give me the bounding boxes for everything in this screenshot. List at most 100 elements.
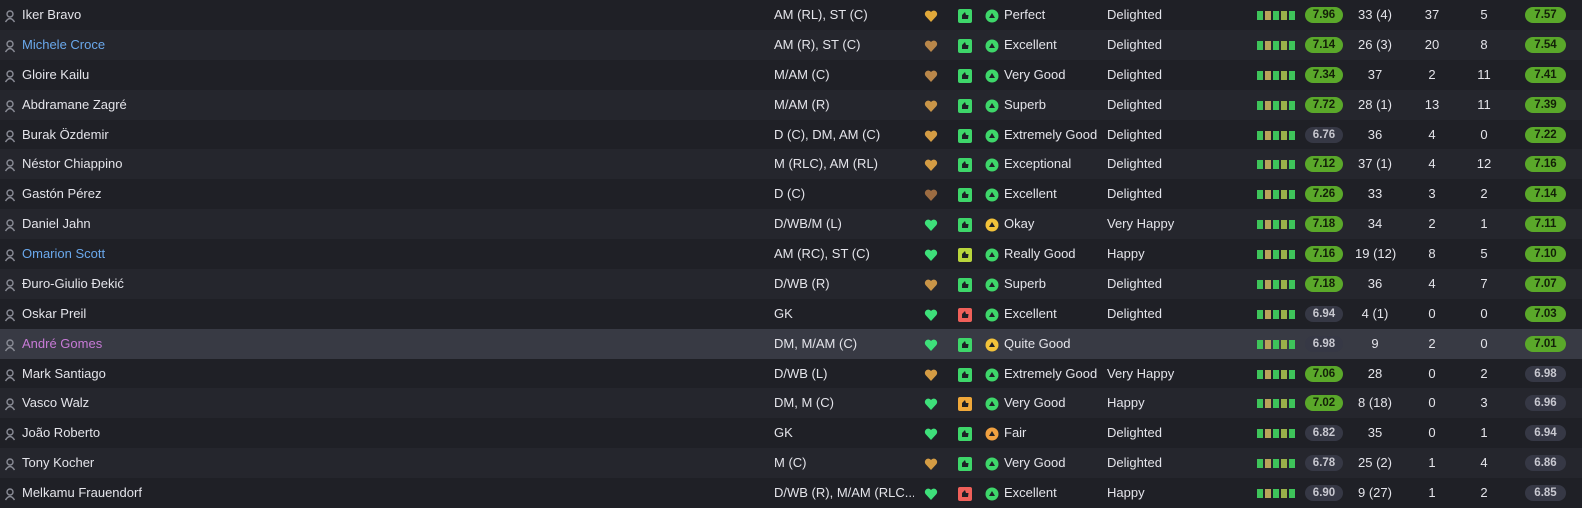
position: M/AM (C)	[774, 66, 830, 82]
assists: 1	[1480, 425, 1488, 441]
position: AM (RL), ST (C)	[774, 7, 868, 22]
form-bar	[1257, 11, 1263, 20]
heart-icon-glyph	[924, 458, 938, 471]
player-row[interactable]: Tony Kocher M (C) Very Good Delighted 6.78 25…	[0, 448, 1582, 479]
player-name[interactable]: André Gomes	[22, 335, 103, 351]
goals: 4	[1428, 126, 1436, 142]
player-name[interactable]: Iker Bravo	[22, 7, 82, 22]
position: D (C)	[774, 186, 806, 202]
form-bar	[1257, 40, 1263, 50]
form-bar	[1265, 11, 1271, 20]
player-row[interactable]: Gastón Pérez D (C) Excellent Delighted 7.26 3…	[0, 179, 1582, 210]
status: Fair	[1004, 425, 1027, 441]
goals: 2	[1428, 216, 1436, 232]
status: Excellent	[1004, 36, 1057, 52]
player-icon-glyph	[4, 368, 16, 381]
assists: 2	[1480, 485, 1488, 501]
average-rating: 6.96	[1525, 395, 1566, 412]
player-name[interactable]: João Roberto	[22, 425, 101, 441]
player-row[interactable]: Omarion Scott AM (RC), ST (C) Really Good H…	[0, 239, 1582, 270]
happiness: Happy	[1107, 395, 1145, 411]
player-row[interactable]: João Roberto GK Fair Delighted 6.82 35 0 1 6.94	[0, 418, 1582, 449]
form-bar	[1273, 250, 1279, 260]
goals: 4	[1428, 156, 1436, 172]
player-name[interactable]: Vasco Walz	[22, 395, 90, 411]
assists: 0	[1480, 335, 1488, 351]
form-bar	[1289, 429, 1295, 439]
player-row[interactable]: Oskar Preil GK Excellent Delighted 6.94 4 (1)…	[0, 298, 1582, 329]
goals: 1	[1428, 485, 1436, 501]
player-row[interactable]: Đuro-Giulio Đekić D/WB (R) Superb Delighted…	[0, 268, 1582, 299]
heart-icon	[924, 397, 938, 411]
player-name[interactable]: Omarion Scott	[22, 246, 106, 262]
form-bar	[1273, 279, 1279, 289]
status-icon-glyph	[985, 427, 999, 441]
form-bar	[1273, 459, 1279, 469]
player-icon	[4, 248, 18, 262]
happiness: Delighted	[1107, 275, 1162, 291]
thumb-icon	[958, 397, 972, 412]
player-icon-glyph	[4, 279, 16, 292]
player-name[interactable]: Néstor Chiappino	[22, 156, 123, 172]
thumb-icon	[958, 427, 972, 442]
player-row[interactable]: Burak Özdemir D (C), DM, AM (C) Extremely …	[0, 119, 1582, 150]
player-row[interactable]: Michele Croce AM (R), ST (C) Excellent Deli…	[0, 29, 1582, 60]
status-icon-glyph	[985, 368, 999, 382]
player-name[interactable]: Đuro-Giulio Đekić	[22, 275, 124, 291]
player-name[interactable]: Gloire Kailu	[22, 66, 90, 82]
assists: 3	[1480, 395, 1488, 411]
player-row[interactable]: Daniel Jahn D/WB/M (L) Okay Very Happy 7.18 3…	[0, 209, 1582, 240]
happiness: Delighted	[1107, 455, 1162, 471]
form-bar	[1289, 11, 1295, 20]
apps: 8 (18)	[1358, 395, 1392, 411]
player-name[interactable]: Oskar Preil	[22, 305, 87, 321]
goals: 37	[1424, 7, 1440, 22]
player-row[interactable]: Abdramane Zagré M/AM (R) Superb Delighted 7.…	[0, 89, 1582, 120]
form-rating: 6.98	[1305, 335, 1343, 352]
apps: 19 (12)	[1355, 246, 1397, 262]
player-name[interactable]: Melkamu Frauendorf	[22, 485, 142, 501]
apps: 4 (1)	[1361, 305, 1389, 321]
status: Excellent	[1004, 305, 1057, 321]
form-rating: 7.12	[1305, 156, 1343, 173]
goals: 1	[1428, 455, 1436, 471]
player-row[interactable]: Iker Bravo AM (RL), ST (C) Perfect Delighte…	[0, 0, 1582, 30]
form-bar	[1289, 489, 1295, 499]
player-icon-glyph	[4, 129, 16, 142]
status-icon	[985, 158, 999, 172]
form-bar	[1265, 369, 1271, 379]
apps: 34	[1367, 216, 1383, 232]
player-row[interactable]: Gloire Kailu M/AM (C) Very Good Delighted 7.…	[0, 59, 1582, 90]
form-bar	[1265, 399, 1271, 409]
player-icon-glyph	[4, 159, 16, 172]
form-bar	[1265, 429, 1271, 439]
average-rating: 7.01	[1525, 335, 1566, 352]
status-icon-glyph	[985, 129, 999, 143]
player-row[interactable]: Melkamu Frauendorf D/WB (R), M/AM (RLC...…	[0, 478, 1582, 508]
player-name[interactable]: Burak Özdemir	[22, 126, 109, 142]
player-name[interactable]: Mark Santiago	[22, 365, 106, 381]
status-icon	[985, 397, 999, 411]
player-row[interactable]: Mark Santiago D/WB (L) Extremely Good Very …	[0, 358, 1582, 389]
player-row[interactable]: Vasco Walz DM, M (C) Very Good Happy 7.02 8 (…	[0, 388, 1582, 419]
player-row[interactable]: André Gomes DM, M/AM (C) Quite Good 6.98 9 2 0…	[0, 328, 1582, 359]
player-name[interactable]: Michele Croce	[22, 36, 106, 52]
assists: 0	[1480, 305, 1488, 321]
assists: 8	[1480, 36, 1488, 52]
player-icon	[4, 129, 18, 143]
player-name[interactable]: Daniel Jahn	[22, 216, 91, 232]
apps: 25 (2)	[1358, 455, 1392, 471]
player-name[interactable]: Gastón Pérez	[22, 186, 102, 202]
form-bar	[1265, 489, 1271, 499]
form-bar	[1265, 279, 1271, 289]
form-bar	[1257, 279, 1263, 289]
player-icon-glyph	[4, 219, 16, 232]
form-rating: 7.26	[1305, 186, 1343, 203]
player-row[interactable]: Néstor Chiappino M (RLC), AM (RL) Exceptio…	[0, 149, 1582, 180]
apps: 26 (3)	[1358, 36, 1392, 52]
player-name[interactable]: Abdramane Zagré	[22, 96, 127, 112]
apps: 36	[1367, 275, 1383, 291]
form-bar	[1257, 429, 1263, 439]
status-icon	[985, 9, 999, 23]
player-name[interactable]: Tony Kocher	[22, 455, 95, 471]
